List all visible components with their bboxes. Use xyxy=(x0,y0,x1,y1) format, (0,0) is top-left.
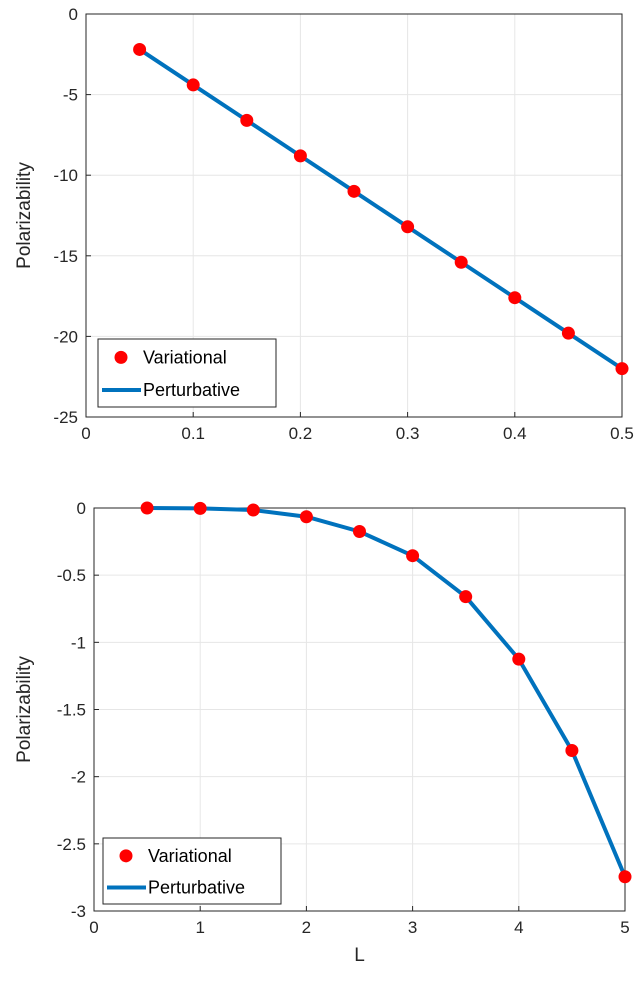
variational-point xyxy=(618,870,632,884)
y-tick-label: 0 xyxy=(69,5,78,24)
variational-point xyxy=(133,42,147,56)
axes-box xyxy=(93,507,626,912)
variational-point xyxy=(299,510,313,524)
y-axis-label: Polarizability xyxy=(14,162,35,269)
x-tick-label: 2 xyxy=(302,918,311,937)
legend-label-perturbative: Perturbative xyxy=(148,878,245,898)
y-tick-label: 0 xyxy=(77,499,86,518)
variational-point xyxy=(140,501,154,515)
x-tick-label: 4 xyxy=(514,918,523,937)
perturbative-line xyxy=(138,47,624,371)
variational-point xyxy=(240,113,254,127)
x-tick-label: 1 xyxy=(195,918,204,937)
legend-marker-variational xyxy=(114,350,128,364)
variational-point xyxy=(459,590,473,604)
variational-point xyxy=(565,743,579,757)
x-tick-label: 3 xyxy=(408,918,417,937)
perturbative-line xyxy=(147,506,627,878)
y-tick-label: -1 xyxy=(71,633,86,652)
y-tick-label: -25 xyxy=(53,408,78,427)
x-tick-label: 0 xyxy=(81,424,90,443)
x-tick-label: 0.4 xyxy=(503,424,527,443)
variational-point xyxy=(508,291,522,305)
variational-point xyxy=(186,78,200,92)
variational-point xyxy=(561,326,575,340)
legend-label-variational: Variational xyxy=(148,846,232,866)
y-tick-label: -2.5 xyxy=(57,835,86,854)
legend-marker-variational xyxy=(119,849,133,863)
y-tick-label: -0.5 xyxy=(57,566,86,585)
variational-point xyxy=(193,501,207,515)
axes-box xyxy=(85,13,623,418)
x-tick-label: 0.2 xyxy=(289,424,313,443)
x-tick-label: 0.3 xyxy=(396,424,420,443)
legend-label-perturbative: Perturbative xyxy=(143,380,240,400)
y-tick-label: -15 xyxy=(53,247,78,266)
y-axis-label: Polarizability xyxy=(14,656,35,763)
legend-label-variational: Variational xyxy=(143,347,227,367)
y-tick-label: -1.5 xyxy=(57,701,86,720)
variational-point xyxy=(454,255,468,269)
variational-point xyxy=(401,220,415,234)
top-plot: 0 0.1 0.2 0.3 0.4 0.5 0 -5 -10 -15 -20 -25 Polarizab… xyxy=(14,5,634,443)
y-tick-label: -10 xyxy=(53,166,78,185)
bottom-plot: 0 1 2 3 4 5 0 -0.5 -1 -1.5 -2 -2.5 -3 Polarizability L… xyxy=(14,499,632,966)
legend-box xyxy=(97,338,277,408)
x-tick-label: 0 xyxy=(89,918,98,937)
y-tick-label: -3 xyxy=(71,902,86,921)
variational-point xyxy=(246,503,260,517)
x-tick-label: 0.1 xyxy=(181,424,205,443)
variational-point xyxy=(353,525,366,539)
variational-point xyxy=(615,362,629,376)
variational-point xyxy=(406,549,420,563)
legend-box xyxy=(102,837,282,905)
x-tick-label: 0.5 xyxy=(610,424,634,443)
variational-point xyxy=(293,149,307,163)
y-tick-label: -20 xyxy=(53,327,78,346)
y-tick-label: -2 xyxy=(71,768,86,787)
variational-point xyxy=(347,184,361,198)
variational-point xyxy=(512,652,526,666)
y-tick-label: -5 xyxy=(63,86,78,105)
x-axis-label: L xyxy=(354,945,365,966)
x-tick-label: 5 xyxy=(620,918,629,937)
